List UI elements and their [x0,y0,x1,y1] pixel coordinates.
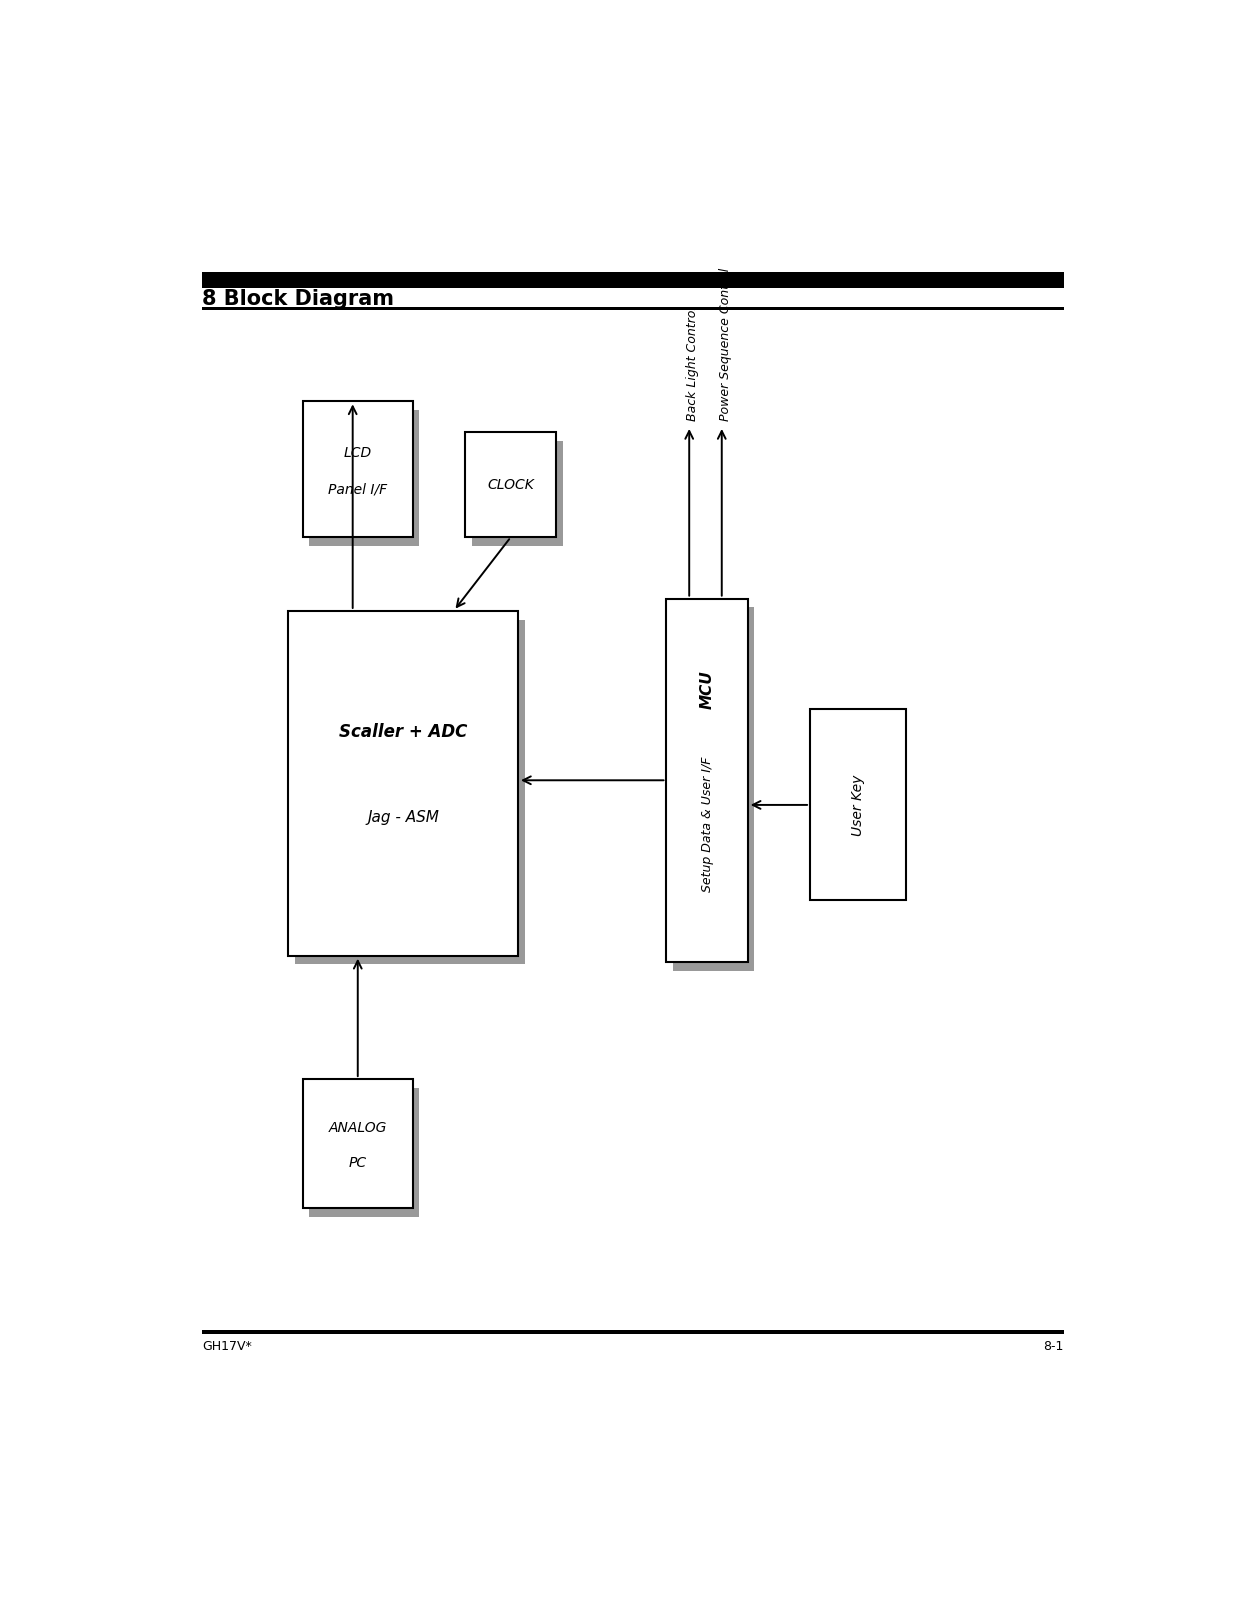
Bar [303,1078,412,1208]
Text: GH17V*: GH17V* [203,1339,252,1352]
Text: Back Light Control: Back Light Control [687,306,699,421]
Bar [203,1330,1063,1334]
Bar [310,410,420,546]
Text: MCU: MCU [699,670,715,709]
Text: Scaller + ADC: Scaller + ADC [340,723,467,741]
Text: 8 Block Diagram: 8 Block Diagram [203,290,394,309]
Text: Setup Data & User I/F: Setup Data & User I/F [700,757,714,891]
Bar [667,598,747,962]
Text: Power Sequence Control: Power Sequence Control [719,267,732,421]
Text: ANALOG: ANALOG [329,1122,387,1134]
Bar [466,432,556,538]
Bar [810,709,905,901]
Text: PC: PC [348,1157,367,1170]
Bar [288,611,519,955]
Text: Jag - ASM: Jag - ASM [367,810,440,826]
Bar [203,272,1063,288]
Text: User Key: User Key [851,774,864,835]
Bar [295,619,525,965]
Text: 8-1: 8-1 [1044,1339,1063,1352]
Text: Panel I/F: Panel I/F [329,483,388,496]
Bar [203,307,1063,310]
Text: CLOCK: CLOCK [488,478,535,491]
Text: LCD: LCD [343,446,372,459]
Bar [310,1088,420,1218]
Bar [303,402,412,538]
Bar [673,606,755,971]
Bar [472,442,563,546]
